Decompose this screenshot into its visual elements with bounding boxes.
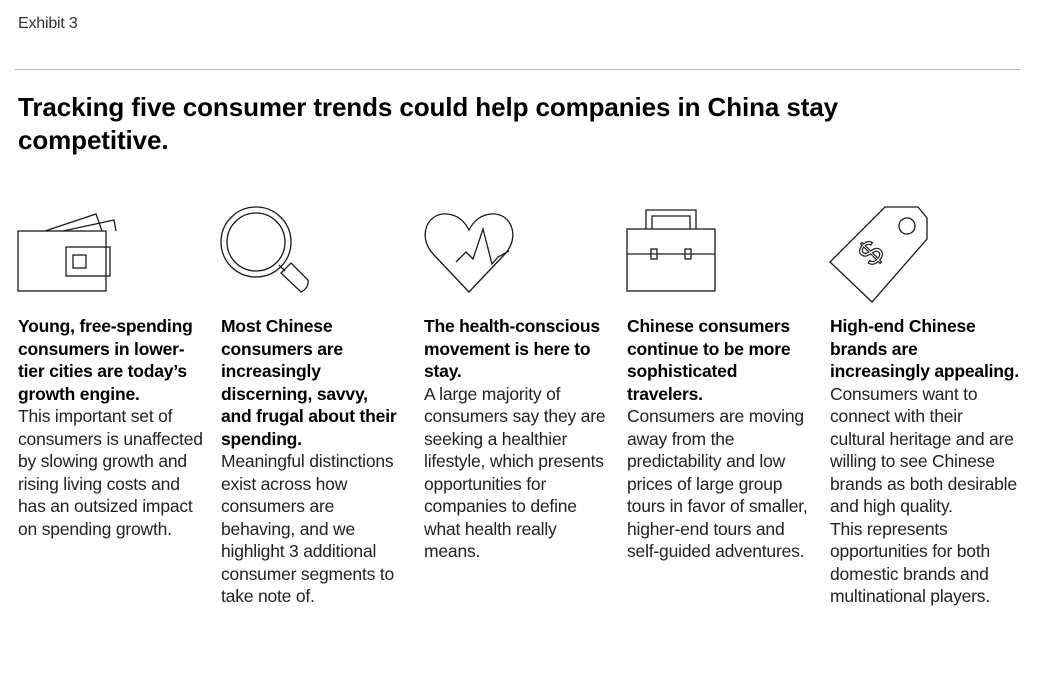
- trend-body: This important set of consumers is unaff…: [18, 406, 203, 539]
- price-tag-icon: $: [829, 202, 940, 312]
- trend-heading: High-end Chinese brands are increasingly…: [830, 316, 1019, 381]
- trend-body-extra: This represents opportunities for both d…: [830, 518, 991, 607]
- trend-card-health-movement: The health-conscious movement is here to…: [424, 202, 616, 563]
- trend-card-sophisticated-travelers: Chinese consumers continue to be more so…: [626, 202, 817, 563]
- heart-pulse-icon: [424, 202, 534, 312]
- exhibit-label: Exhibit 3: [18, 15, 78, 32]
- trend-body: A large majority of consumers say they a…: [424, 383, 606, 562]
- trend-heading: Most Chinese consumers are increasingly …: [221, 316, 397, 449]
- svg-text:$: $: [851, 233, 891, 273]
- trend-card-discerning-consumers: Most Chinese consumers are increasingly …: [220, 202, 403, 608]
- trend-heading: The health-conscious movement is here to…: [424, 316, 600, 381]
- trend-body: Consumers want to connect with their cul…: [830, 383, 1017, 517]
- trend-heading: Young, free-spending consumers in lower-…: [18, 316, 193, 404]
- trend-body: Meaningful distinctions exist across how…: [221, 451, 395, 606]
- page-title: Tracking five consumer trends could help…: [18, 92, 839, 155]
- trend-body: Consumers are moving away from the predi…: [627, 406, 808, 561]
- wallet-icon: [17, 202, 128, 312]
- trend-heading: Chinese consumers continue to be more so…: [627, 316, 791, 404]
- magnifying-glass-icon: [220, 202, 331, 312]
- trend-card-high-end-brands: $ High-end Chinese brands are increasing…: [829, 202, 1020, 608]
- suitcase-icon: [626, 202, 737, 312]
- divider: [15, 69, 1020, 70]
- trend-card-young-consumers: Young, free-spending consumers in lower-…: [17, 202, 208, 540]
